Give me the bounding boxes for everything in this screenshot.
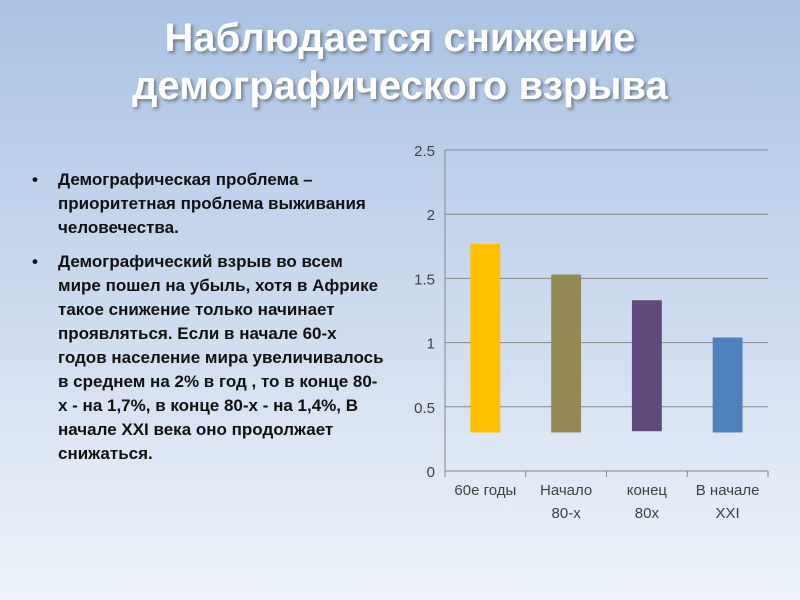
bullet-text: Демографическая проблема – приоритетная … (58, 170, 366, 237)
slide-title: Наблюдается снижение демографического вз… (0, 14, 800, 110)
slide-title-line-2: демографического взрыва (132, 64, 668, 108)
bar (631, 300, 662, 432)
y-tick-label: 1.5 (414, 271, 435, 288)
x-tick-label: 80х (635, 505, 660, 522)
x-tick-label: XXI (716, 505, 740, 522)
bullet-list: • Демографическая проблема – приоритетна… (30, 168, 385, 476)
bullet-dot-icon: • (32, 252, 38, 271)
x-tick-label: 80-х (552, 505, 582, 522)
bullet-dot-icon: • (32, 170, 38, 189)
bar-chart: 0 0.5 1 1.5 2 2.5 60е годы Начало 80-х конец 80х В … (414, 143, 769, 522)
bar (551, 274, 582, 433)
x-tick-label: 60е годы (454, 482, 516, 499)
y-tick-label: 2.5 (414, 143, 435, 160)
slide-title-line-1: Наблюдается снижение (164, 16, 636, 60)
x-tick-label: Начало (540, 482, 592, 499)
y-tick-label: 0 (427, 464, 435, 481)
bullet-item: • Демографический взрыв во всем мире пош… (30, 250, 385, 466)
y-tick-label: 2 (427, 207, 435, 224)
y-tick-label: 0.5 (414, 400, 435, 417)
x-tick-label: В начале (696, 482, 760, 499)
y-tick-label: 1 (427, 336, 435, 353)
bullet-text: Демографический взрыв во всем мире пошел… (58, 252, 384, 463)
x-tick-label: конец (627, 482, 668, 499)
bullet-item: • Демографическая проблема – приоритетна… (30, 168, 385, 240)
bar (712, 337, 743, 433)
bar (470, 243, 501, 433)
